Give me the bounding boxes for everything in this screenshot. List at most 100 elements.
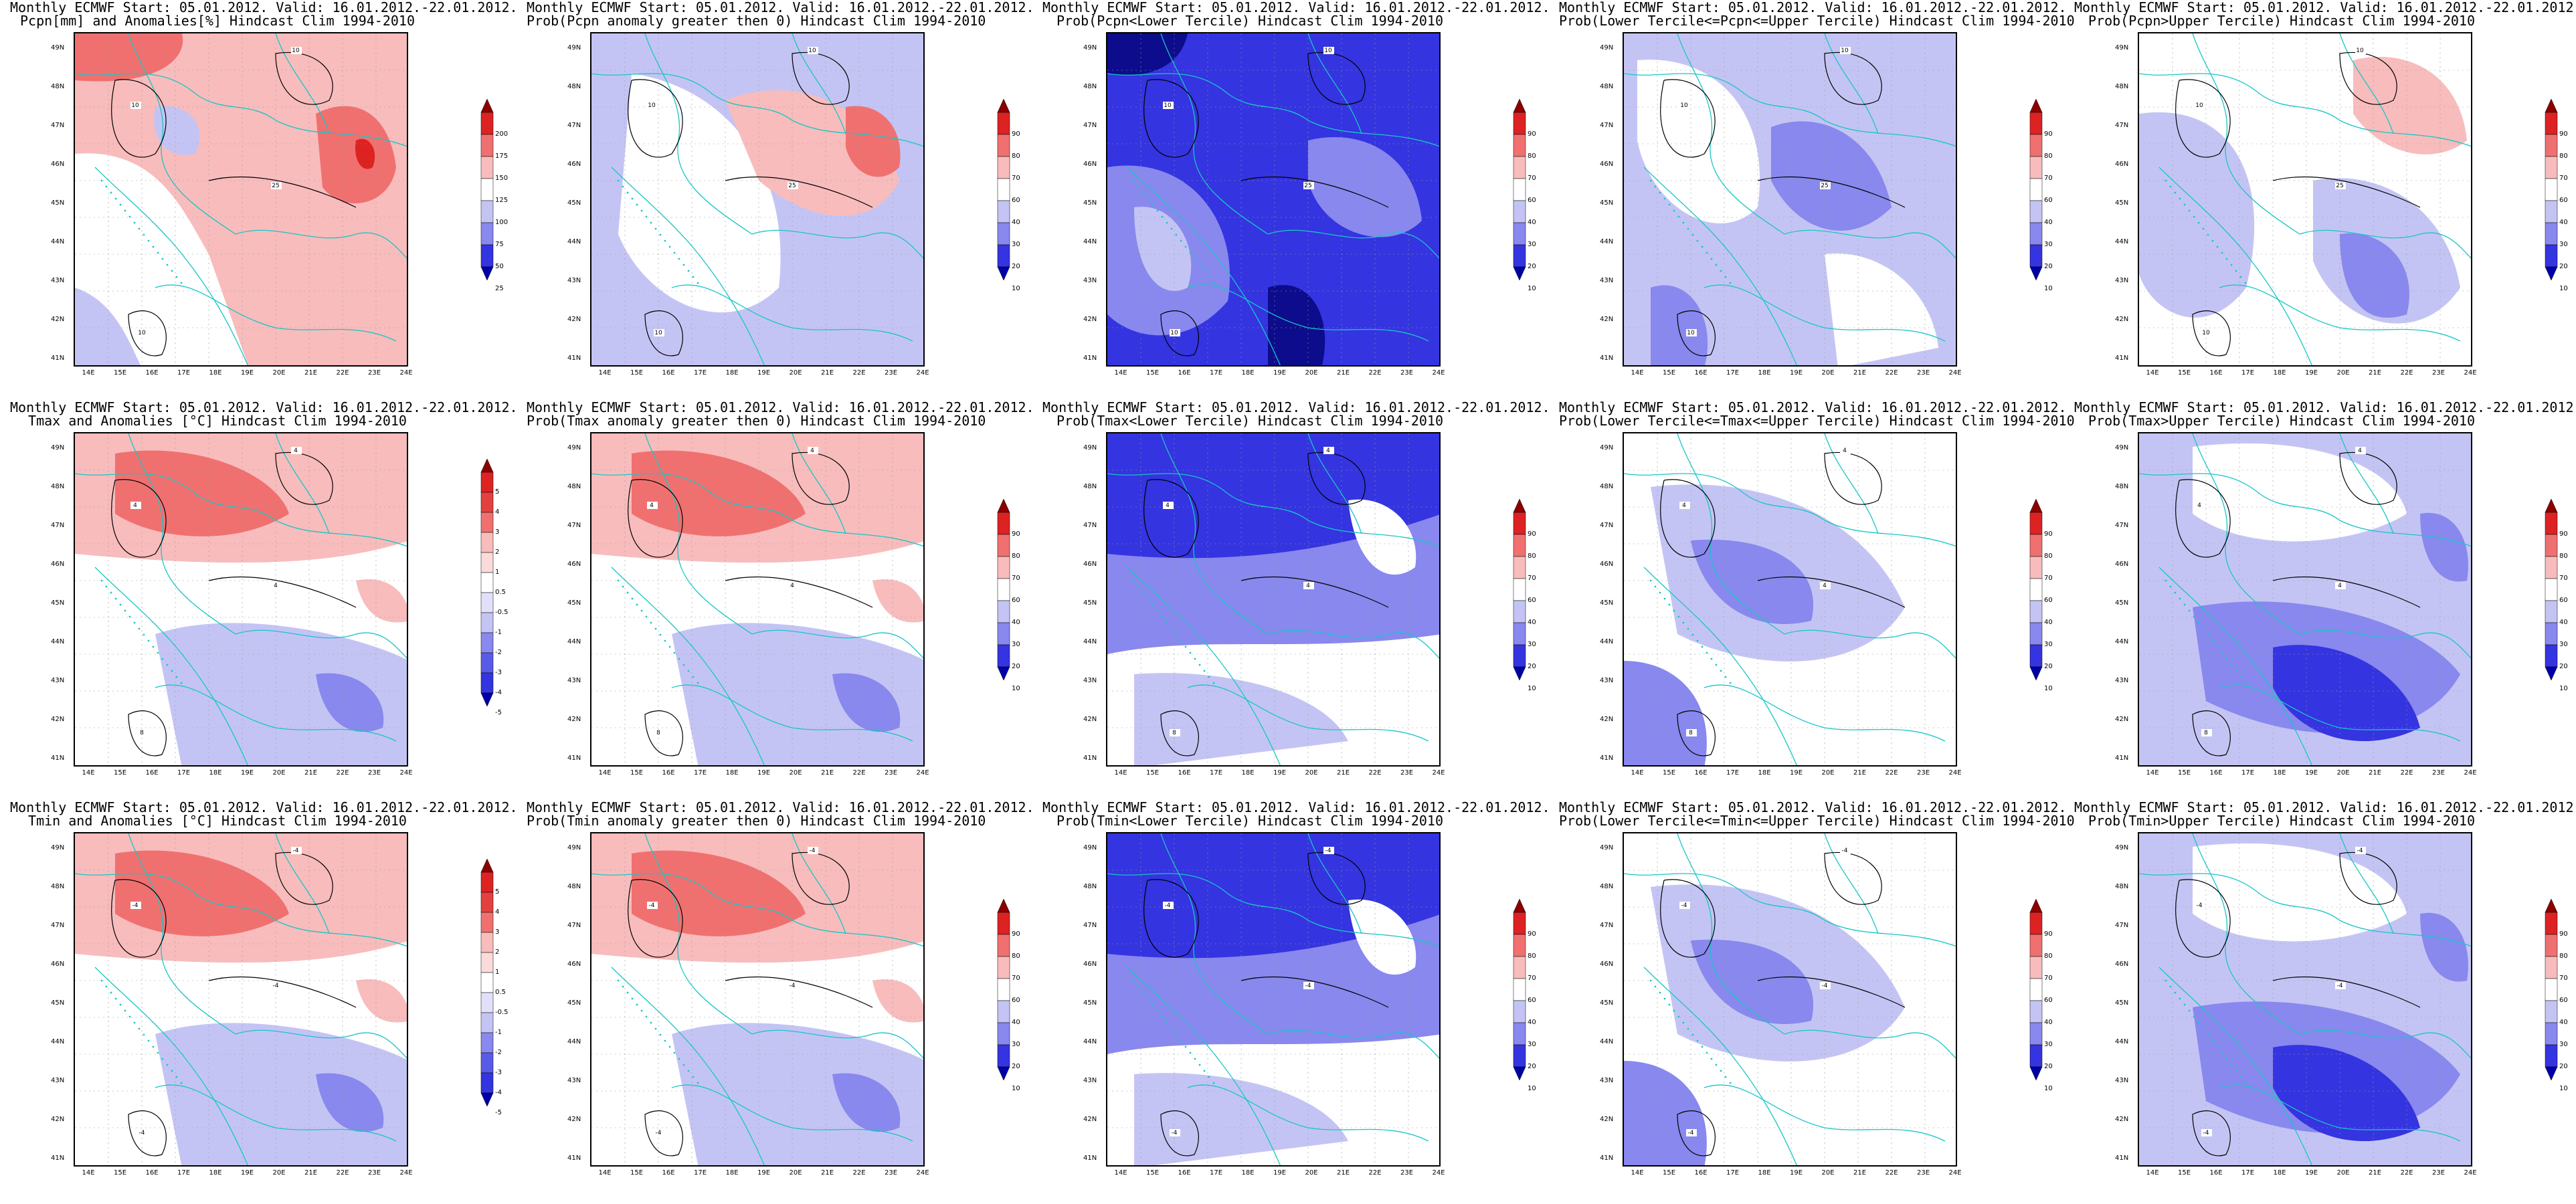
shaded-area — [872, 979, 923, 1023]
island-mark — [105, 585, 108, 588]
lat-label: 45N — [1600, 599, 1614, 607]
lon-label: 24E — [1948, 769, 1962, 777]
color-scale-bar — [2029, 498, 2043, 681]
color-scale-swatch — [480, 858, 494, 873]
island-mark — [133, 1021, 136, 1024]
color-scale-label: 10 — [2044, 685, 2053, 692]
color-scale-label: -3 — [495, 669, 502, 676]
lat-label: 45N — [1600, 999, 1614, 1007]
lon-label: 24E — [2464, 769, 2477, 777]
island-mark — [2244, 282, 2247, 284]
color-scale-swatch — [480, 592, 494, 613]
island-mark — [1649, 579, 1652, 582]
lon-label: 16E — [662, 1169, 675, 1177]
island-mark — [673, 651, 676, 654]
color-scale-bar — [2545, 498, 2558, 681]
lat-label: 42N — [1083, 1116, 1097, 1123]
color-scale-swatch — [1513, 1022, 1526, 1045]
island-mark — [2188, 609, 2191, 612]
island-mark — [2211, 1039, 2214, 1042]
lat-label: 48N — [2115, 483, 2129, 490]
color-scale-label: 90 — [2559, 930, 2568, 938]
contour-label-bg — [130, 902, 141, 909]
island-mark — [1198, 1064, 1201, 1066]
color-scale-swatch — [2545, 534, 2558, 557]
color-scale-swatch — [480, 892, 494, 913]
country-border — [671, 684, 913, 742]
color-scale-label: 80 — [1528, 153, 1536, 160]
shaded-area — [1348, 899, 1416, 975]
lat-label: 48N — [1083, 883, 1097, 890]
color-scale-swatch — [1513, 178, 1526, 201]
lon-label: 16E — [1178, 369, 1191, 377]
country-border — [2219, 684, 2461, 742]
lat-label: 44N — [567, 1038, 581, 1045]
color-scale-label: 30 — [1528, 241, 1536, 248]
color-scale-label: 90 — [1012, 930, 1020, 938]
color-scale-swatch — [1513, 498, 1526, 513]
color-scale-label: 10 — [2044, 1085, 2053, 1092]
contour-label-bg — [2335, 582, 2346, 589]
lat-label: 42N — [1083, 716, 1097, 723]
lon-label: 21E — [304, 1169, 318, 1177]
color-scale-swatch — [2029, 912, 2043, 935]
island-mark — [1659, 991, 1661, 994]
contour-line — [128, 310, 167, 357]
lon-label: 21E — [1336, 369, 1350, 377]
lon-label: 21E — [820, 369, 834, 377]
island-mark — [1161, 615, 1164, 618]
color-scale-swatch — [2029, 644, 2043, 668]
shaded-area — [316, 1073, 384, 1132]
color-scale-label: 40 — [2559, 1019, 2568, 1026]
map-frame: 4 4 4 8 — [1623, 432, 1957, 767]
contour-label-bg — [1840, 47, 1851, 54]
color-scale-swatch — [2545, 1066, 2558, 1081]
island-mark — [2216, 1045, 2219, 1048]
lon-label: 15E — [1662, 1169, 1676, 1177]
contour-line — [1824, 851, 1882, 905]
shaded-area — [2420, 512, 2468, 582]
lon-label: 22E — [336, 1169, 349, 1177]
color-scale-swatch — [480, 200, 494, 223]
island-mark — [1696, 639, 1699, 642]
color-scale-label: 90 — [1528, 130, 1536, 138]
island-mark — [171, 670, 173, 672]
lat-label: 42N — [567, 716, 581, 723]
lon-label: 23E — [884, 769, 898, 777]
lon-label: 22E — [852, 369, 866, 377]
island-mark — [1180, 639, 1182, 642]
color-scale-label: 10 — [2559, 1085, 2568, 1092]
color-scale-swatch — [997, 644, 1010, 668]
shaded-area — [1134, 207, 1192, 291]
island-mark — [1687, 1027, 1689, 1030]
island-mark — [175, 676, 178, 678]
island-mark — [119, 203, 122, 206]
lon-label: 16E — [2209, 769, 2223, 777]
country-border — [1307, 833, 1362, 934]
island-mark — [2211, 239, 2214, 242]
island-mark — [659, 233, 662, 236]
color-scale-label: 20 — [2044, 663, 2053, 670]
color-scale-swatch — [1513, 912, 1526, 935]
country-border — [1107, 873, 1439, 947]
contour-label: -4 — [273, 983, 279, 989]
island-mark — [1654, 585, 1657, 588]
lon-label: 18E — [209, 1169, 222, 1177]
country-border — [1824, 33, 1879, 134]
color-scale-label: 60 — [1012, 597, 1020, 604]
lat-label: 41N — [51, 755, 65, 762]
color-scale-bar — [480, 858, 494, 1107]
island-mark — [147, 239, 150, 242]
map-field: 4 4 4 8 — [2139, 433, 2471, 765]
island-mark — [659, 1033, 662, 1036]
lat-label: 48N — [2115, 883, 2129, 890]
shaded-area — [356, 579, 407, 623]
lat-label: 41N — [1083, 355, 1097, 362]
contour-label: -4 — [1165, 902, 1171, 909]
lon-label: 19E — [757, 369, 771, 377]
lon-label: 23E — [367, 1169, 381, 1177]
island-mark — [1142, 991, 1145, 994]
lon-label: 20E — [272, 769, 286, 777]
island-mark — [1729, 282, 1732, 284]
shaded-area — [1268, 285, 1325, 365]
